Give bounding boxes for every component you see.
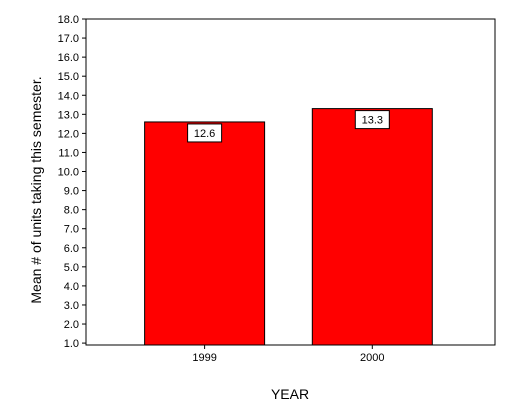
y-tick-label: 7.0 [64, 224, 79, 236]
y-tick-label: 15.0 [58, 71, 79, 83]
y-tick-label: 12.0 [58, 128, 79, 140]
y-tick-label: 16.0 [58, 52, 79, 64]
y-axis-title: Mean # of units taking this semester. [28, 76, 44, 303]
y-tick-label: 11.0 [58, 147, 79, 159]
x-tick-label: 2000 [360, 352, 384, 364]
x-axis-title: YEAR [271, 386, 309, 402]
y-tick-label: 3.0 [64, 300, 79, 312]
x-tick-label: 1999 [192, 352, 216, 364]
bar-2000 [311, 108, 433, 346]
bars: 12.6 13.3 [144, 108, 433, 346]
y-tick-label: 9.0 [64, 186, 79, 198]
y-tick-label: 4.0 [64, 281, 79, 293]
y-tick-label: 18.0 [58, 14, 79, 26]
x-axis: 1999 2000 [192, 345, 385, 364]
y-tick-label: 6.0 [64, 243, 79, 255]
y-tick-label: 8.0 [64, 205, 79, 217]
bar-1999 [144, 121, 266, 346]
y-tick-label: 17.0 [58, 33, 79, 45]
y-tick-label: 2.0 [64, 319, 79, 331]
y-tick-label: 1.0 [64, 338, 79, 350]
data-label-box [354, 110, 390, 130]
data-label: 12.6 [194, 128, 215, 140]
data-label-box [187, 123, 223, 143]
y-tick-label: 10.0 [58, 167, 79, 179]
y-tick-label: 13.0 [58, 109, 79, 121]
y-axis: 1.0 2.0 3.0 4.0 5.0 6.0 7.0 8.0 9.0 10.0 11.0 12.0 1… [58, 14, 86, 350]
data-label: 13.3 [362, 115, 383, 127]
y-tick-label: 14.0 [58, 90, 79, 102]
y-tick-label: 5.0 [64, 262, 79, 274]
